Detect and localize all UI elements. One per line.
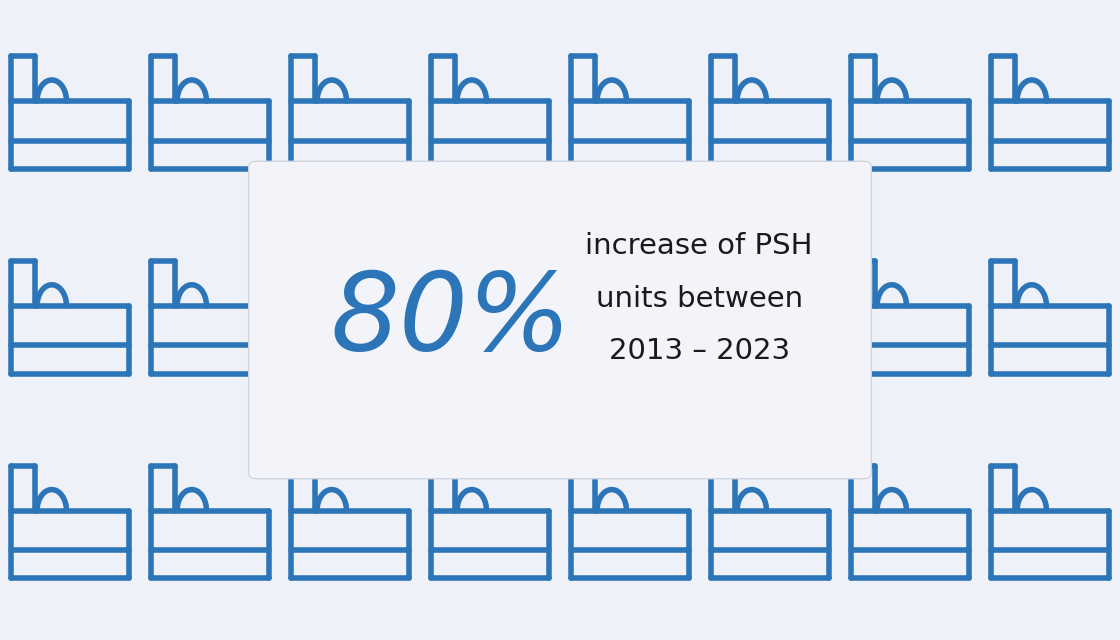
Text: units between: units between xyxy=(596,285,803,313)
Text: 2013 – 2023: 2013 – 2023 xyxy=(608,337,790,365)
FancyBboxPatch shape xyxy=(249,161,871,479)
Text: increase of PSH: increase of PSH xyxy=(586,232,813,260)
Text: 80%: 80% xyxy=(330,268,571,372)
